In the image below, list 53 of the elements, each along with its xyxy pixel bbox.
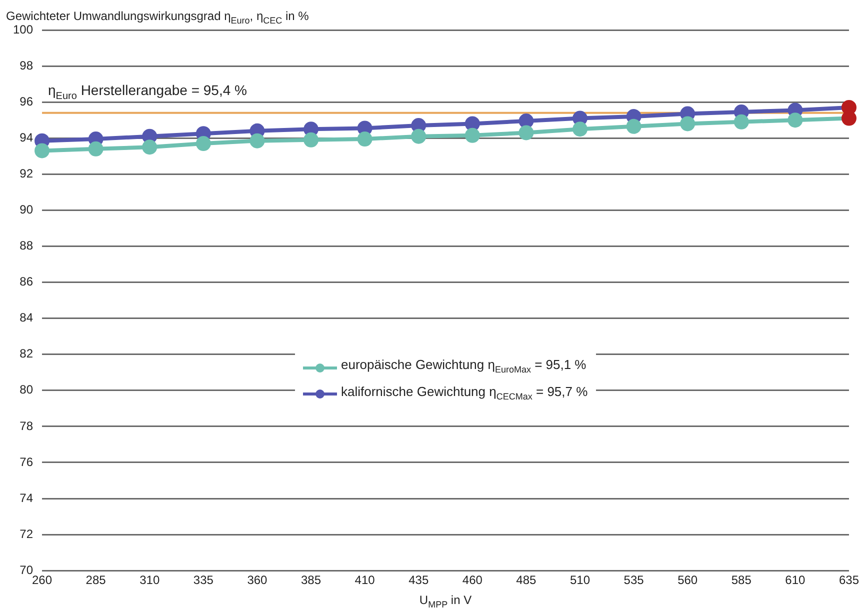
x-tick-label: 535 bbox=[624, 573, 644, 588]
point bbox=[518, 125, 534, 140]
point bbox=[788, 112, 803, 128]
point bbox=[88, 141, 104, 156]
point bbox=[572, 122, 588, 137]
legend-label: kalifornische Gewichtung η$_{CECMax}$ = 95,7 % bbox=[341, 382, 588, 404]
point bbox=[841, 100, 856, 115]
x-tick-label: 510 bbox=[570, 573, 590, 588]
y-tick-label: 74 bbox=[20, 490, 34, 505]
y-tick-label: 88 bbox=[20, 238, 34, 253]
point bbox=[841, 110, 856, 126]
point bbox=[142, 140, 158, 155]
x-tick-label: 310 bbox=[140, 573, 160, 588]
y-tick-label: 70 bbox=[20, 562, 34, 577]
point bbox=[680, 116, 696, 132]
x-tick-label: 560 bbox=[678, 573, 698, 588]
point bbox=[464, 116, 480, 132]
x-tick-label: 410 bbox=[354, 573, 376, 588]
y-tick-label: 76 bbox=[20, 454, 34, 469]
x-tick-label: 635 bbox=[838, 573, 860, 588]
x-tick-label: 435 bbox=[408, 573, 429, 588]
y-tick-label: 84 bbox=[20, 310, 34, 325]
x-tick-label: 485 bbox=[516, 573, 537, 588]
y-tick-label: 86 bbox=[20, 274, 34, 289]
point bbox=[518, 114, 534, 128]
y-tick-label: 94 bbox=[20, 130, 34, 144]
x-tick-label: 260 bbox=[32, 573, 52, 588]
x-tick-label: 360 bbox=[247, 573, 268, 588]
y-tick-label: 98 bbox=[20, 58, 34, 72]
legend-label: europäische Gewichtung η$_{EuroMax}$ = 95,1 % bbox=[341, 356, 586, 377]
x-tick-label: 460 bbox=[462, 573, 483, 588]
point bbox=[250, 133, 265, 148]
x-tick-label: 285 bbox=[86, 573, 106, 588]
point bbox=[626, 118, 642, 134]
y-tick-label: 82 bbox=[20, 346, 34, 361]
x-tick-label: 585 bbox=[731, 573, 752, 588]
x-tick-label: 385 bbox=[300, 573, 322, 588]
y-tick-label: 80 bbox=[20, 382, 34, 397]
y-tick-label: 100 bbox=[12, 22, 34, 36]
point bbox=[734, 114, 749, 130]
y-tick-label: 96 bbox=[20, 94, 34, 108]
point bbox=[304, 132, 319, 148]
y-tick-label: 72 bbox=[20, 526, 34, 541]
y-tick-label: 90 bbox=[20, 202, 34, 217]
point bbox=[357, 132, 372, 147]
x-tick-label: 610 bbox=[785, 573, 806, 588]
point bbox=[464, 128, 480, 143]
point bbox=[34, 143, 50, 158]
point bbox=[196, 136, 211, 152]
y-tick-label: 78 bbox=[20, 418, 34, 433]
y-tick-label: 92 bbox=[20, 166, 34, 180]
point bbox=[411, 128, 426, 144]
x-tick-label: 335 bbox=[193, 573, 214, 588]
